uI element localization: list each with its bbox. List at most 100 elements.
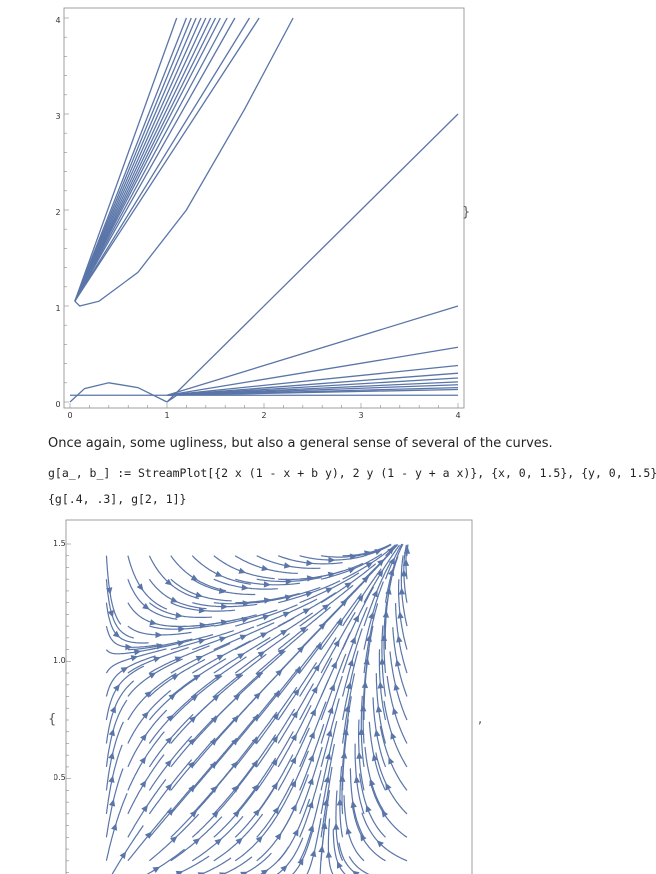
streamline-arrow-78 xyxy=(231,785,239,793)
streamline-arrow-130 xyxy=(299,626,308,634)
top-curve-26 xyxy=(74,17,178,302)
top-curve-23 xyxy=(74,17,236,302)
streamline-arrow-30 xyxy=(175,870,184,874)
streamline-arrow-212 xyxy=(381,810,389,818)
streamline-arrow-121 xyxy=(292,828,299,837)
top-curve-24 xyxy=(74,17,251,302)
streamline-arrow-207 xyxy=(388,568,395,576)
streamline-arrow-74 xyxy=(215,570,223,577)
streamline-arrow-149 xyxy=(328,556,336,564)
streamline-arrow-101 xyxy=(262,614,270,621)
top-ytick-3: 3 xyxy=(55,112,60,121)
streamline-arrow-18 xyxy=(139,780,147,788)
streamline-arrow-152 xyxy=(322,798,329,807)
streamline-arrow-107 xyxy=(272,806,280,815)
streamline-arrow-80 xyxy=(231,738,239,746)
top-curve-5 xyxy=(166,346,459,396)
streamline-arrow-186 xyxy=(359,704,367,712)
streamline-arrow-191 xyxy=(371,589,378,598)
streamline-arrow-6 xyxy=(109,705,116,714)
code-line-streamplot-call[interactable]: {g[.4, .3], g[2, 1]} xyxy=(48,492,187,506)
streamline-arrow-224 xyxy=(403,546,411,554)
streamline-arrow-0 xyxy=(119,851,127,860)
streamline-arrow-108 xyxy=(271,782,278,790)
streamline-arrow-183 xyxy=(353,775,361,784)
top-ytick-1: 1 xyxy=(55,304,60,313)
streamline-arrow-36 xyxy=(166,714,174,722)
streamline-arrow-131 xyxy=(302,608,311,615)
streamline-arrow-111 xyxy=(272,712,280,721)
streamline-arrow-2 xyxy=(108,799,116,807)
top-curve-7 xyxy=(166,372,459,396)
streamline-arrow-134 xyxy=(306,559,314,567)
streamline-arrow-176 xyxy=(356,594,364,602)
streamline-arrow-62 xyxy=(211,810,219,819)
streamline-arrow-90 xyxy=(260,869,269,874)
streamline-arrow-7 xyxy=(113,684,120,692)
streamline-arrow-89 xyxy=(238,567,247,574)
streamline-arrow-38 xyxy=(171,674,179,681)
streamline-arrow-144 xyxy=(315,642,323,651)
top-curve-plot: 0 1 2 3 4 0 1 2 3 4 xyxy=(55,7,465,420)
streamline-arrow-132 xyxy=(305,591,313,598)
top-curve-0 xyxy=(69,382,168,403)
streamline-arrow-135 xyxy=(310,849,317,858)
streamline-arrow-17 xyxy=(141,804,148,813)
streamline-arrow-48 xyxy=(188,785,196,793)
streamline-arrow-110 xyxy=(271,735,279,744)
top-curve-17 xyxy=(74,17,202,302)
streamline-arrow-47 xyxy=(189,810,198,818)
streamline-arrow-153 xyxy=(323,775,331,783)
streamline-arrow-26 xyxy=(155,631,163,639)
streamline-arrow-88 xyxy=(241,584,249,591)
streamline-arrow-37 xyxy=(168,693,176,701)
top-curve-25 xyxy=(74,17,260,302)
streamline-arrow-166 xyxy=(333,822,340,830)
streamline-arrow-10 xyxy=(133,649,142,656)
streamline-arrow-116 xyxy=(282,611,291,618)
streamline-arrow-214 xyxy=(388,756,395,765)
open-brace: { xyxy=(48,712,57,727)
streamline-arrow-28 xyxy=(142,602,150,610)
streamline-arrow-68 xyxy=(214,673,222,681)
top-curve-14 xyxy=(74,17,188,302)
streamline-arrow-154 xyxy=(324,752,332,760)
streamline-arrow-115 xyxy=(280,629,288,636)
streamline-arrow-190 xyxy=(368,611,375,620)
streamline-arrow-180 xyxy=(336,860,343,869)
top-plot-frame xyxy=(63,7,465,409)
streamline-arrow-221 xyxy=(398,587,406,595)
top-curve-12 xyxy=(166,388,459,396)
streamline-arrow-195 xyxy=(352,870,360,874)
streamline-arrow-73 xyxy=(218,587,227,594)
streamline-arrow-50 xyxy=(188,738,196,746)
streamline-arrow-94 xyxy=(251,760,259,768)
top-xtick-0: 0 xyxy=(67,411,72,420)
streamline-arrow-85 xyxy=(239,634,248,641)
streamline-arrow-126 xyxy=(291,710,299,719)
streamline-arrow-91 xyxy=(255,835,263,844)
streamline-arrow-174 xyxy=(349,636,356,645)
streamline-arrow-19 xyxy=(139,756,147,765)
top-curve-22 xyxy=(74,17,228,302)
streamline-arrow-69 xyxy=(216,654,225,661)
streamline-arrow-8 xyxy=(120,667,129,674)
code-line-streamplot-def[interactable]: g[a_, b_] := StreamPlot[{2 x (1 - x + b … xyxy=(48,466,656,480)
streamline-arrow-43 xyxy=(170,596,179,603)
streamline-arrow-189 xyxy=(365,634,372,642)
streamline-arrow-172 xyxy=(345,681,352,690)
streamline-arrow-120 xyxy=(297,857,304,866)
streamline-arrow-141 xyxy=(309,708,316,717)
streamline-arrow-55 xyxy=(198,638,206,645)
top-curve-21 xyxy=(74,17,221,302)
top-xtick-3: 3 xyxy=(358,411,363,420)
streamline-arrow-11 xyxy=(125,643,133,651)
streamline-arrow-218 xyxy=(394,659,402,667)
streamline-arrow-70 xyxy=(218,636,227,643)
streamline-arrow-40 xyxy=(177,640,185,647)
streamline-arrow-105 xyxy=(280,864,288,873)
streamline-arrow-57 xyxy=(198,607,206,614)
streamline-arrow-4 xyxy=(108,751,115,760)
streamline-arrow-32 xyxy=(166,808,174,816)
streamline-arrow-223 xyxy=(402,558,410,566)
